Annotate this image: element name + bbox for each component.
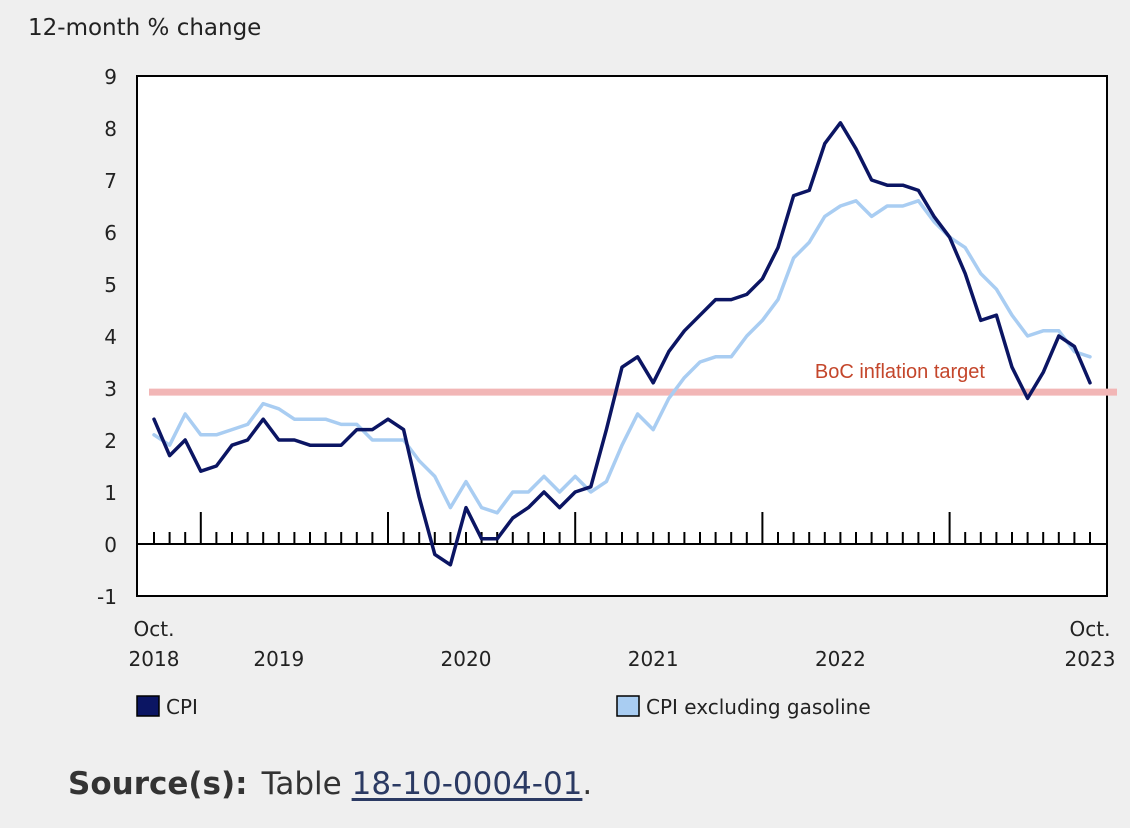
legend-swatch	[136, 695, 160, 717]
y-tick-label: 2	[104, 429, 117, 453]
source-prefix: Table	[261, 766, 352, 802]
x-tick-label: 2018	[129, 647, 180, 671]
y-tick-label: 4	[104, 325, 117, 349]
reference-line-group: BoC inflation target	[149, 361, 1117, 396]
x-axis	[137, 512, 1107, 545]
y-tick-label: 5	[104, 273, 117, 297]
x-tick-label: 2021	[628, 647, 679, 671]
plot-area	[136, 75, 1108, 597]
x-tick-label: Oct.	[1070, 617, 1111, 641]
y-axis-ticks: -1 0 1 2 3 4 5 6 7 8 9	[97, 65, 117, 609]
y-tick-label: 7	[104, 169, 117, 193]
x-tick-label: 2023	[1065, 647, 1116, 671]
source-note: Source(s): Table 18-10-0004-01.	[68, 766, 592, 802]
cpi-line	[152, 121, 1092, 567]
inflation-chart: 12-month % change -1 0 1 2 3 4 5 6 7 8 9 BoC infla…	[28, 15, 1117, 719]
y-tick-label: -1	[97, 585, 117, 609]
source-suffix: .	[582, 766, 593, 802]
legend-label: CPI excluding gasoline	[646, 695, 871, 719]
x-axis-tick-labels: Oct. 2018 2019 2020 2021 2022 Oct. 2023	[129, 617, 1116, 671]
x-tick-label: 2022	[815, 647, 866, 671]
series-lines	[152, 121, 1092, 567]
legend-label: CPI	[166, 695, 198, 719]
legend: CPI CPI excluding gasoline	[136, 695, 871, 719]
legend-swatch	[616, 695, 640, 717]
inflation-target-label: BoC inflation target	[815, 361, 986, 383]
y-axis-label: 12-month % change	[28, 15, 261, 41]
source-label: Source(s):	[68, 766, 248, 802]
source-table-link[interactable]: 18-10-0004-01	[351, 766, 583, 802]
legend-item: CPI excluding gasoline	[616, 695, 871, 719]
cpi-excluding-gasoline-line	[152, 199, 1092, 515]
y-tick-label: 6	[104, 221, 117, 245]
y-tick-label: 9	[104, 65, 117, 89]
legend-item: CPI	[136, 695, 198, 719]
x-tick-label: 2020	[441, 647, 492, 671]
x-tick-label: 2019	[253, 647, 304, 671]
x-tick-label: Oct.	[134, 617, 175, 641]
y-tick-label: 3	[104, 377, 117, 401]
y-tick-label: 0	[104, 533, 117, 557]
y-tick-label: 8	[104, 117, 117, 141]
y-tick-label: 1	[104, 481, 117, 505]
